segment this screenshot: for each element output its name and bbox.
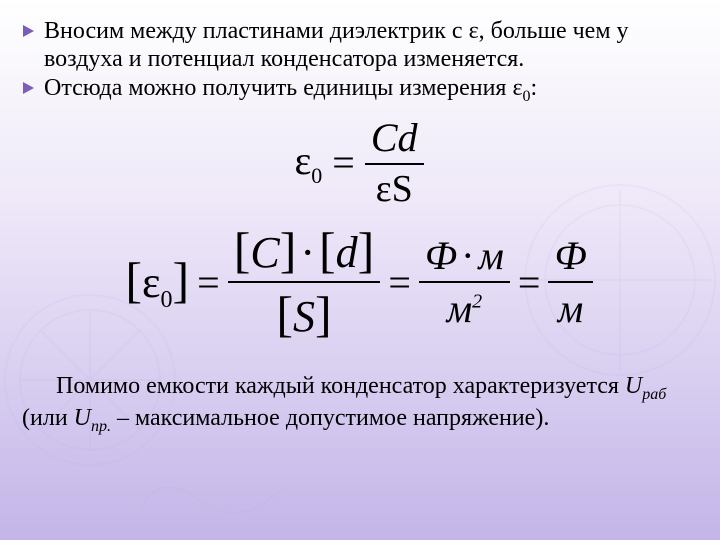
bullet-marker-icon: [22, 24, 36, 38]
unit-S: S: [293, 292, 315, 341]
lhs-bracket-term: [ε0]: [125, 251, 189, 314]
denominator: [S]: [270, 285, 337, 343]
symbol-U-rab: Uраб: [625, 373, 666, 399]
epsilon: ε: [294, 138, 311, 183]
subscript-0: 0: [160, 287, 172, 313]
fraction-bar: [365, 163, 424, 165]
bullet-text-1: Вносим между пластинами диэлектрик с ε, …: [44, 18, 696, 73]
fraction-bar: [228, 281, 381, 283]
exponent: 2: [472, 291, 482, 313]
bottom-paragraph: Помимо емкости каждый конденсатор характ…: [22, 373, 696, 435]
denominator: м: [552, 285, 590, 332]
epsilon: ε: [142, 258, 160, 307]
fraction-units-3: Ф м: [548, 232, 592, 332]
fraction-units-1: [C]·[d] [S]: [228, 221, 381, 343]
bullet-text-2: Отсюда можно получить единицы измерения …: [44, 75, 537, 106]
numerator: [C]·[d]: [228, 221, 381, 279]
denominator: εS: [370, 167, 419, 211]
text-fragment: Помимо емкости каждый конденсатор характ…: [56, 373, 625, 399]
bullet-marker-icon: [22, 81, 36, 95]
numerator: Cd: [365, 114, 424, 161]
unit-C: C: [250, 228, 279, 277]
denominator: м2: [441, 285, 489, 332]
symbol-U-pr: Uпр.: [74, 405, 111, 431]
unit-d: d: [336, 228, 358, 277]
text-fragment: – максимальное допустимое напряжение).: [111, 405, 549, 431]
lhs-symbol: ε0: [294, 137, 322, 189]
subscript-pr: пр.: [91, 417, 111, 434]
equals-sign: =: [388, 259, 411, 306]
unit-meter: м: [447, 286, 473, 331]
formula-epsilon0-units: [ε0] = [C]·[d] [S] = Ф·м м2 = Ф м: [22, 221, 696, 343]
numerator: Ф·м: [419, 232, 510, 279]
symbol-U: U: [74, 405, 91, 431]
fraction: Cd εS: [365, 114, 424, 211]
unit-meter: м: [478, 233, 504, 278]
denominator-text: εS: [376, 168, 413, 210]
text-fragment: (или: [22, 405, 74, 431]
fraction-bar: [419, 281, 510, 283]
subscript: 0: [523, 88, 531, 105]
bullet-item-1: Вносим между пластинами диэлектрик с ε, …: [22, 18, 696, 73]
text-fragment: Отсюда можно получить единицы измерения …: [44, 75, 523, 101]
slide-content: Вносим между пластинами диэлектрик с ε, …: [22, 18, 696, 436]
equals-sign: =: [197, 259, 220, 306]
equals-sign: =: [518, 259, 541, 306]
subscript-0: 0: [311, 163, 322, 188]
numerator: Ф: [548, 232, 592, 279]
fraction-units-2: Ф·м м2: [419, 232, 510, 332]
bullet-item-2: Отсюда можно получить единицы измерения …: [22, 75, 696, 106]
symbol-U: U: [625, 373, 642, 399]
unit-farad: Ф: [425, 233, 457, 278]
equals-sign: =: [332, 139, 355, 186]
fraction-bar: [548, 281, 592, 283]
formula-epsilon0-definition: ε0 = Cd εS: [22, 114, 696, 211]
text-fragment: :: [531, 75, 538, 101]
subscript-rab: раб: [642, 386, 666, 403]
